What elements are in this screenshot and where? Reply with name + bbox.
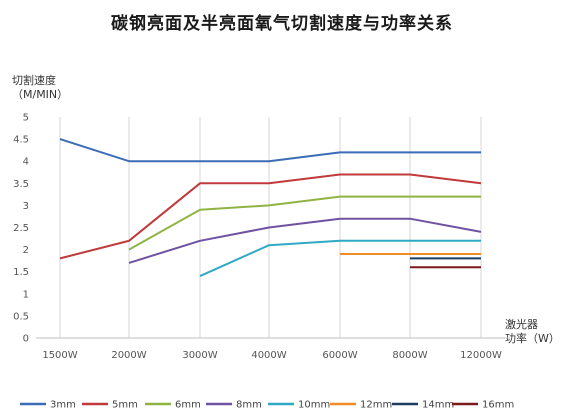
series-line-3mm xyxy=(59,138,481,163)
series-line-10mm xyxy=(199,239,481,278)
y-tick-label: 1.5 xyxy=(13,267,29,278)
series-line-5mm xyxy=(59,173,482,260)
y-tick-label: 5 xyxy=(23,113,29,124)
y-tick-label: 3.5 xyxy=(13,179,29,190)
legend-item: 6mm xyxy=(145,400,201,411)
legend-item: 10mm xyxy=(268,400,330,411)
legend-item: 8mm xyxy=(206,400,262,411)
y-tick-label: 0 xyxy=(23,334,29,345)
legend-item: 5mm xyxy=(82,400,138,411)
y-axis-label: 切割速度 （M/MIN） xyxy=(12,74,68,102)
x-axis-label-line-2: 功率（W） xyxy=(505,332,560,345)
legend-item: 12mm xyxy=(330,400,392,411)
y-axis-label-line-1: 切割速度 xyxy=(12,74,56,87)
legend-label: 8mm xyxy=(236,400,262,411)
x-tick-label: 8000W xyxy=(392,350,427,361)
x-axis-label-line-1: 激光器 xyxy=(505,318,538,331)
x-tick-labels: 1500W 2000W 3000W 4000W 6000W 8000W 12000W xyxy=(42,350,502,361)
y-tick-label: 2 xyxy=(23,245,29,256)
y-axis-label-line-2: （M/MIN） xyxy=(12,88,69,101)
y-tick-label: 1 xyxy=(23,289,29,300)
legend-label: 10mm xyxy=(298,400,330,411)
y-tick-label: 2.5 xyxy=(13,223,29,234)
legend-item: 16mm xyxy=(452,400,514,411)
legend-label: 14mm xyxy=(422,400,454,411)
x-axis-label: 激光器 功率（W） xyxy=(505,318,560,346)
legend-label: 12mm xyxy=(360,400,392,411)
x-tick-label: 2000W xyxy=(111,350,146,361)
y-tick-label: 0.5 xyxy=(13,311,29,322)
y-tick-label: 4.5 xyxy=(13,135,29,146)
x-tick-label: 3000W xyxy=(182,350,217,361)
y-tick-labels: 0 0.5 1 1.5 2 2.5 3 3.5 4 4.5 5 xyxy=(13,113,29,345)
legend: 3mm 5mm 6mm 8mm 10mm 12mm 14mm 16mm xyxy=(20,400,514,411)
legend-label: 5mm xyxy=(112,400,138,411)
legend-label: 16mm xyxy=(482,400,514,411)
x-tick-label: 12000W xyxy=(460,350,502,361)
series-line-8mm xyxy=(128,217,482,264)
series-line-6mm xyxy=(128,195,481,251)
x-tick-label: 6000W xyxy=(322,350,357,361)
chart-title: 碳钢亮面及半亮面氧气切割速度与功率关系 xyxy=(111,14,453,34)
series-lines xyxy=(59,138,482,278)
y-tick-label: 4 xyxy=(23,157,29,168)
x-tick-label: 1500W xyxy=(42,350,77,361)
x-tick-label: 4000W xyxy=(251,350,286,361)
y-tick-label: 3 xyxy=(23,201,29,212)
legend-label: 6mm xyxy=(175,400,201,411)
legend-item: 14mm xyxy=(392,400,454,411)
legend-label: 3mm xyxy=(50,400,76,411)
legend-item: 3mm xyxy=(20,400,76,411)
